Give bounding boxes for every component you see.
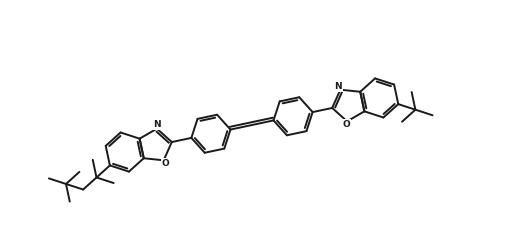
Text: N: N	[153, 120, 161, 129]
Text: N: N	[334, 82, 342, 91]
Text: O: O	[343, 120, 351, 129]
Text: O: O	[162, 159, 169, 168]
